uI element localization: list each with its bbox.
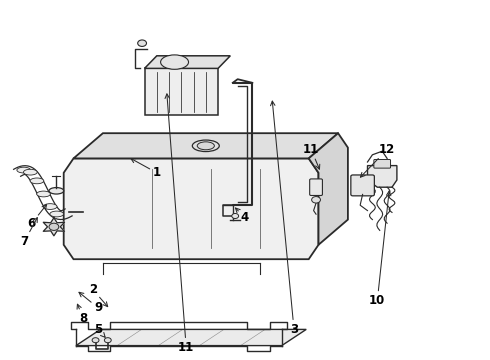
- Circle shape: [49, 223, 59, 230]
- Circle shape: [138, 40, 147, 46]
- Text: 11: 11: [165, 94, 195, 354]
- Text: 5: 5: [94, 323, 105, 337]
- FancyBboxPatch shape: [310, 179, 322, 195]
- Polygon shape: [43, 218, 65, 236]
- Text: 4: 4: [236, 208, 249, 224]
- Text: 10: 10: [369, 191, 391, 307]
- Text: 1: 1: [131, 158, 161, 179]
- Ellipse shape: [49, 188, 64, 194]
- Text: 8: 8: [77, 304, 87, 325]
- Polygon shape: [74, 133, 338, 158]
- Text: 2: 2: [89, 283, 108, 307]
- Polygon shape: [64, 158, 318, 259]
- Text: 12: 12: [361, 143, 395, 177]
- Text: 6: 6: [28, 205, 47, 230]
- Polygon shape: [145, 68, 218, 115]
- FancyBboxPatch shape: [374, 159, 391, 168]
- Text: 7: 7: [21, 218, 37, 248]
- Ellipse shape: [161, 55, 189, 69]
- Circle shape: [104, 338, 111, 343]
- Polygon shape: [76, 329, 306, 346]
- Polygon shape: [368, 166, 397, 187]
- Ellipse shape: [37, 191, 50, 197]
- Text: 9: 9: [79, 292, 102, 314]
- Ellipse shape: [30, 178, 44, 184]
- Text: 3: 3: [270, 101, 298, 336]
- Ellipse shape: [24, 169, 37, 175]
- Circle shape: [232, 213, 239, 219]
- Ellipse shape: [197, 142, 215, 150]
- Text: 11: 11: [303, 143, 320, 169]
- Circle shape: [92, 338, 99, 343]
- Ellipse shape: [193, 140, 220, 152]
- Ellipse shape: [17, 167, 30, 173]
- Polygon shape: [145, 56, 230, 68]
- Ellipse shape: [43, 204, 57, 210]
- Circle shape: [312, 197, 320, 203]
- Polygon shape: [309, 133, 348, 245]
- Ellipse shape: [50, 211, 64, 217]
- FancyBboxPatch shape: [351, 175, 374, 196]
